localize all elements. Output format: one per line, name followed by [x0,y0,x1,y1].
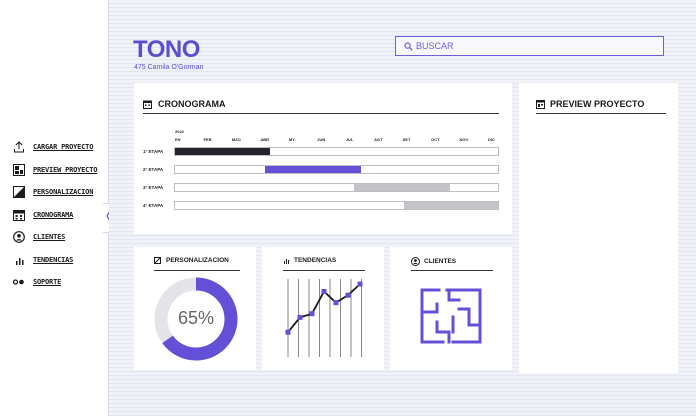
customize-icon [12,186,25,199]
gantt-month-label: SET [402,137,411,142]
gantt-stage-label: 2° ETAPA [143,167,164,172]
gantt-track [174,183,499,192]
search-icon [404,41,413,51]
trend-point [285,329,291,335]
support-icon [12,276,25,289]
user-icon [411,257,420,266]
gantt-stage-bar[interactable] [265,166,361,173]
gantt-track [174,147,499,156]
clientes-divider [411,270,493,271]
sidebar-nav: CARGAR PROYECTO PREVIEW PROYECTO PERSONA… [12,136,97,294]
project-address: 475 Camila O'Gorman [134,64,204,71]
sidebar-item-cronograma[interactable]: CRONOGRAMA [12,204,97,227]
gantt-month-label: MY. [288,137,296,142]
gantt-month-label: NOV [459,137,469,142]
preview-card: PREVIEW PROYECTO [519,83,678,373]
gantt-month-label: JUL [345,137,354,142]
sidebar-item-soporte[interactable]: SOPORTE [12,271,97,294]
gantt-track [174,165,499,174]
sidebar-item-label: CRONOGRAMA [33,210,74,219]
personalizacion-divider [154,270,240,271]
tendencias-chart [285,279,363,357]
gantt-month-label: OCT [431,137,440,142]
cronograma-divider [143,113,499,114]
sidebar-item-label: PERSONALIZACION [33,188,94,197]
cronograma-card: CRONOGRAMA 2022 EN FEB MZO ABR MY. JUN JUL AGT S… [134,83,512,234]
donut-fill [154,277,238,361]
preview-header: PREVIEW PROYECTO [536,99,644,109]
trend-point [309,311,315,317]
cronograma-title: CRONOGRAMA [158,99,226,109]
gantt-month-label: DIC [488,137,495,142]
calendar-icon [12,208,25,221]
sidebar-item-tendencias[interactable]: TENDENCIAS [12,249,97,272]
gantt-month-label: JUN [317,137,326,142]
search-box[interactable] [395,36,664,56]
personalizacion-card: PERSONALIZACION 65% [134,247,256,370]
tendencias-card: TENDENCIAS [262,247,384,370]
gantt-stage-bar[interactable] [404,202,498,209]
gantt-stage-label: 3° ETAPA [143,185,164,190]
trend-point [345,292,351,298]
preview-title: PREVIEW PROYECTO [550,99,645,109]
clientes-card: CLIENTES [390,247,512,370]
user-icon [12,231,25,244]
personalizacion-value: 65% [178,308,215,328]
sidebar-item-label: PREVIEW PROYECTO [33,165,98,174]
sidebar: CARGAR PROYECTO PREVIEW PROYECTO PERSONA… [0,0,109,416]
chart-icon [12,253,25,266]
gantt-stage-bar[interactable] [175,148,271,155]
trend-point [297,314,303,320]
sidebar-item-preview-proyecto[interactable]: PREVIEW PROYECTO [12,159,97,182]
trend-point [357,281,363,287]
chart-icon [283,257,290,264]
sidebar-item-label: CARGAR PROYECTO [33,143,94,152]
gantt-year: 2022 [175,129,184,134]
sidebar-item-label: CLIENTES [33,233,66,242]
personalizacion-header: PERSONALIZACION [154,257,229,264]
trend-point [321,289,327,294]
gantt-month-label: EN [175,137,181,142]
tendencias-divider [283,270,365,271]
floor-plan-icon [420,288,482,344]
gantt-month-label: MZO [231,137,241,142]
sidebar-item-clientes[interactable]: CLIENTES [12,226,97,249]
gantt-month-label: ABR [260,137,270,142]
sidebar-item-label: SOPORTE [33,278,62,287]
gantt-stage-label: 1° ETAPA [143,149,164,154]
preview-icon [536,99,545,109]
gantt-month-label: FEB [203,137,212,142]
personalizacion-donut [154,277,238,361]
sidebar-item-personalizacion[interactable]: PERSONALIZACION [12,181,97,204]
personalizacion-title: PERSONALIZACION [166,257,229,264]
search-input[interactable] [416,41,646,51]
brand-title: TONO [133,36,200,63]
gantt-month-label: AGT [374,137,383,142]
preview-icon [12,163,25,176]
sidebar-item-label: TENDENCIAS [33,255,74,264]
calendar-icon [143,100,152,109]
gantt-track [174,201,499,210]
tendencias-title: TENDENCIAS [294,257,337,264]
trend-point [333,300,339,306]
customize-icon [154,257,161,264]
sidebar-item-cargar-proyecto[interactable]: CARGAR PROYECTO [12,136,97,159]
clientes-title: CLIENTES [424,258,457,265]
upload-icon [12,141,25,154]
clientes-header: CLIENTES [411,257,456,266]
cronograma-header: CRONOGRAMA [143,99,226,109]
gantt-stage-bar[interactable] [354,184,450,191]
preview-divider [536,113,666,114]
tendencias-header: TENDENCIAS [283,257,336,264]
gantt-stage-label: 4° ETAPA [143,203,164,208]
